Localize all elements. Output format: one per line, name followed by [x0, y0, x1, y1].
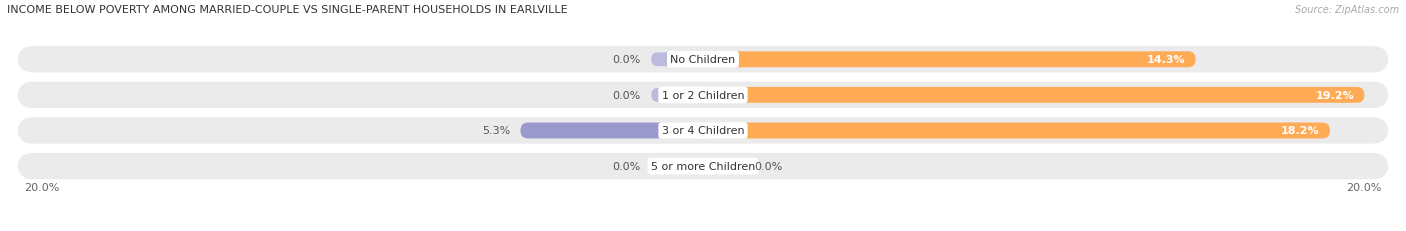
- Text: 1 or 2 Children: 1 or 2 Children: [662, 91, 744, 100]
- Text: 20.0%: 20.0%: [1346, 182, 1382, 192]
- Text: 5 or more Children: 5 or more Children: [651, 161, 755, 171]
- Text: 0.0%: 0.0%: [613, 91, 641, 100]
- Text: 18.2%: 18.2%: [1281, 126, 1320, 136]
- FancyBboxPatch shape: [520, 123, 703, 139]
- Text: INCOME BELOW POVERTY AMONG MARRIED-COUPLE VS SINGLE-PARENT HOUSEHOLDS IN EARLVIL: INCOME BELOW POVERTY AMONG MARRIED-COUPL…: [7, 5, 568, 15]
- Text: 5.3%: 5.3%: [482, 126, 510, 136]
- FancyBboxPatch shape: [17, 118, 1389, 144]
- Text: 0.0%: 0.0%: [613, 161, 641, 171]
- FancyBboxPatch shape: [17, 153, 1389, 179]
- Text: 20.0%: 20.0%: [24, 182, 60, 192]
- Text: Source: ZipAtlas.com: Source: ZipAtlas.com: [1295, 5, 1399, 15]
- FancyBboxPatch shape: [17, 82, 1389, 109]
- FancyBboxPatch shape: [651, 53, 703, 67]
- Text: 0.0%: 0.0%: [755, 161, 783, 171]
- Text: No Children: No Children: [671, 55, 735, 65]
- Text: 3 or 4 Children: 3 or 4 Children: [662, 126, 744, 136]
- FancyBboxPatch shape: [703, 160, 744, 173]
- FancyBboxPatch shape: [703, 52, 1195, 68]
- FancyBboxPatch shape: [703, 88, 1364, 103]
- Text: 14.3%: 14.3%: [1147, 55, 1185, 65]
- FancyBboxPatch shape: [703, 123, 1330, 139]
- FancyBboxPatch shape: [651, 160, 703, 173]
- FancyBboxPatch shape: [651, 89, 703, 102]
- Text: 0.0%: 0.0%: [613, 55, 641, 65]
- FancyBboxPatch shape: [17, 47, 1389, 73]
- Text: 19.2%: 19.2%: [1315, 91, 1354, 100]
